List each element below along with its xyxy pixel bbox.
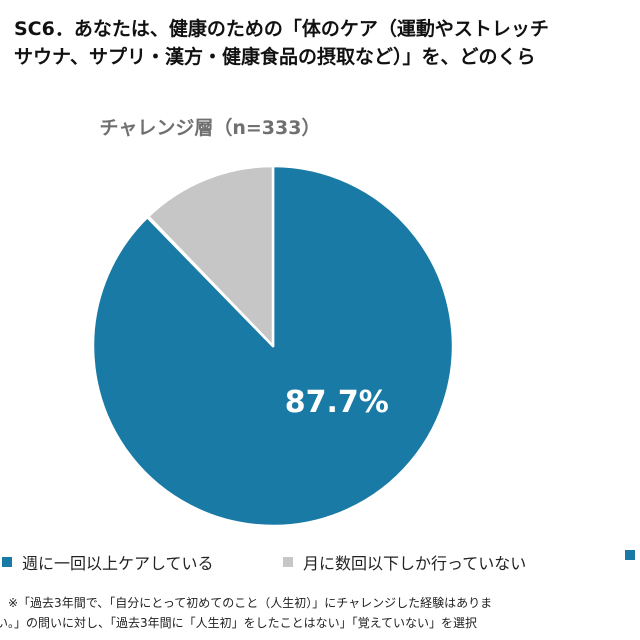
pie-slice-2 [146,164,275,348]
legend-swatch-monthly [283,557,293,567]
footnote-line-2: い。」の問いに対し、「過去3年間に「人生初」をしたことはない」「覚えていない」を… [0,616,478,630]
legend-swatch-third [625,550,635,560]
chart-legend: 週に一回以上ケアしている 月に数回以下しか行っていない [0,550,640,574]
footnote-line-1: ※「過去3年間で、「自分にとって初めてのこと（人生初）」にチャレンジした経験はあ… [8,596,493,610]
legend-item-third [625,550,640,560]
question-line-1: SC6．あなたは、健康のための「体のケア（運動やストレッチ [14,18,549,40]
legend-label-monthly: 月に数回以下しか行っていない [303,554,527,573]
question-line-2: サウナ、サプリ・漢方・健康食品の摂取など）」を、どのくら [14,46,536,68]
legend-item-monthly: 月に数回以下しか行っていない [283,550,526,574]
legend-item-weekly: 週に一回以上ケアしている [2,550,214,574]
chart-title: チャレンジ層（n=333） [99,117,321,139]
legend-label-weekly: 週に一回以上ケアしている [22,554,214,573]
pie-data-label-0: 87.7% [285,385,389,420]
legend-swatch-weekly [2,557,12,567]
